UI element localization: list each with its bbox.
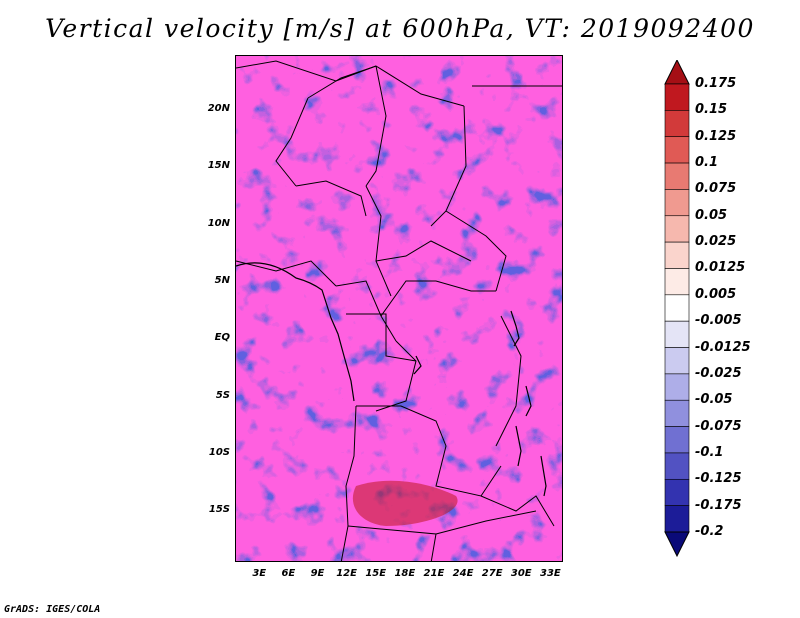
latitude-label: EQ [214, 332, 230, 344]
longitude-label: 3E [252, 568, 267, 579]
longitude-label: 30E [510, 568, 532, 579]
colorbar-segment [664, 452, 690, 480]
colorbar-label: -0.125 [695, 471, 742, 487]
colorbar-label: 0.075 [695, 181, 737, 197]
latitude-label: 10N [207, 217, 230, 229]
longitude-label: 9E [310, 568, 325, 579]
country-borders [236, 60, 562, 561]
longitude-label: 33E [540, 568, 561, 579]
colorbar-label: -0.2 [695, 524, 724, 539]
longitude-label: 24E [452, 568, 474, 579]
colorbar-label: -0.1 [695, 444, 724, 460]
colorbar-segment [664, 268, 690, 296]
colorbar-segment [664, 505, 690, 533]
latitude-label: 20N [207, 102, 230, 114]
colorbar-segment [664, 373, 690, 401]
map-title: Vertical velocity [m/s] at 600hPa, VT: 2… [45, 14, 755, 43]
latitude-label: 15S [208, 504, 230, 516]
colorbar-label: 0.1 [695, 155, 719, 171]
colorbar-segment [664, 83, 690, 111]
latitude-label: 5S [215, 389, 230, 401]
longitude-label: 12E [336, 568, 357, 579]
map-field-svg [236, 56, 562, 561]
colorbar-label: 0.175 [695, 76, 737, 91]
colorbar-label: 0.005 [695, 286, 737, 302]
colorbar-label: -0.0125 [695, 339, 751, 355]
colorbar-label: 0.05 [695, 207, 728, 223]
colorbar-label: 0.025 [695, 234, 737, 250]
longitude-label: 6E [281, 568, 296, 579]
longitude-label: 27E [481, 568, 503, 579]
colorbar-segment [664, 110, 690, 138]
grads-credit: GrADS: IGES/COLA [4, 604, 101, 615]
colorbar-segment [664, 136, 690, 164]
colorbar-top-arrow [664, 60, 690, 85]
coastlines-lakes [236, 262, 547, 497]
vertical-velocity-field [236, 56, 562, 561]
latitude-label: 15N [207, 160, 230, 172]
colorbar-label: -0.025 [695, 365, 742, 381]
latitude-label: 10S [208, 447, 230, 459]
strong-updraft-region [352, 480, 458, 526]
colorbar-segment [664, 426, 690, 454]
vertical-velocity-map [235, 55, 563, 562]
colorbar-segment [664, 320, 690, 348]
colorbar-segment [664, 241, 690, 269]
longitude-label: 18E [394, 568, 416, 579]
colorbar-bottom-arrow [664, 531, 690, 558]
colorbar-label: 0.0125 [695, 260, 746, 276]
latitude-label: 5N [214, 274, 230, 286]
colorbar-segment [664, 189, 690, 217]
longitude-label: 21E [423, 568, 445, 579]
colorbar-label: 0.15 [695, 102, 728, 118]
colorbar-label: -0.005 [695, 313, 742, 329]
colorbar-label: -0.05 [695, 392, 733, 408]
colorbar-segment [664, 162, 690, 190]
colorbar-segment [664, 294, 690, 322]
colorbar-segment [664, 478, 690, 506]
colorbar-label: -0.075 [695, 418, 742, 434]
longitude-label: 15E [365, 568, 387, 579]
colorbar-segment [664, 215, 690, 243]
colorbar [664, 60, 690, 558]
colorbar-segment [664, 399, 690, 427]
colorbar-label: -0.175 [695, 497, 742, 513]
colorbar-segment [664, 347, 690, 375]
colorbar-label: 0.125 [695, 128, 737, 144]
